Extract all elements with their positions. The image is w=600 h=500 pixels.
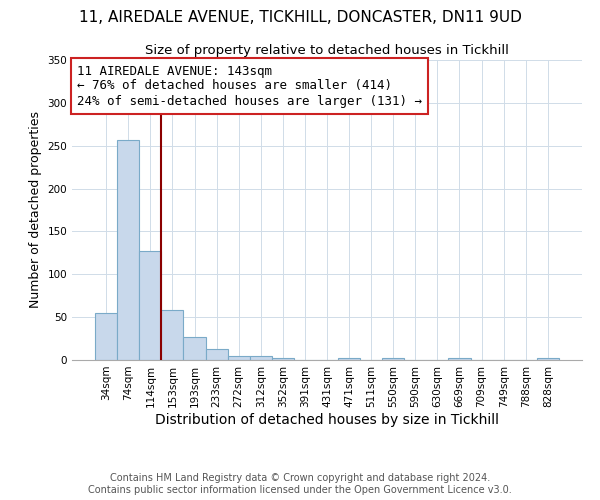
Y-axis label: Number of detached properties: Number of detached properties: [29, 112, 42, 308]
Bar: [161, 310, 184, 360]
Bar: [139, 251, 161, 360]
Bar: [448, 358, 470, 360]
Bar: [184, 337, 206, 360]
Bar: [382, 358, 404, 360]
Title: Size of property relative to detached houses in Tickhill: Size of property relative to detached ho…: [145, 44, 509, 58]
Bar: [227, 356, 250, 360]
Bar: [338, 358, 360, 360]
Bar: [95, 313, 117, 360]
Bar: [250, 356, 272, 360]
Bar: [537, 358, 559, 360]
Text: Contains HM Land Registry data © Crown copyright and database right 2024.
Contai: Contains HM Land Registry data © Crown c…: [88, 474, 512, 495]
Bar: [272, 358, 294, 360]
Text: 11, AIREDALE AVENUE, TICKHILL, DONCASTER, DN11 9UD: 11, AIREDALE AVENUE, TICKHILL, DONCASTER…: [79, 10, 521, 25]
X-axis label: Distribution of detached houses by size in Tickhill: Distribution of detached houses by size …: [155, 412, 499, 426]
Bar: [206, 349, 227, 360]
Bar: [117, 140, 139, 360]
Text: 11 AIREDALE AVENUE: 143sqm
← 76% of detached houses are smaller (414)
24% of sem: 11 AIREDALE AVENUE: 143sqm ← 76% of deta…: [77, 64, 422, 108]
